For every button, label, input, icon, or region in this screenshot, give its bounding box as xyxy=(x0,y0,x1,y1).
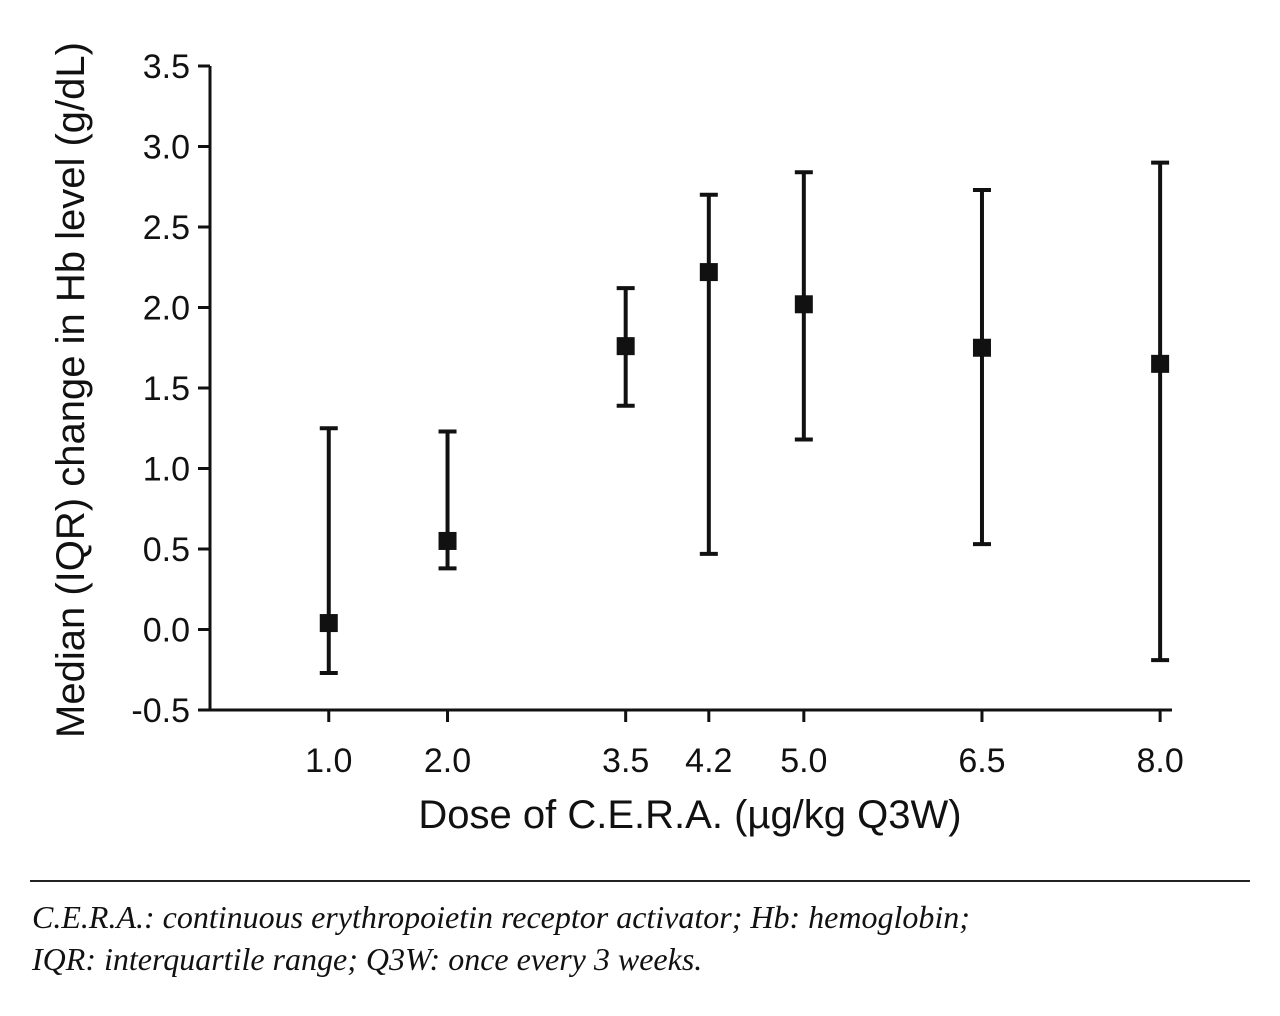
axes xyxy=(208,66,1172,712)
y-axis-label: Median (IQR) change in Hb level (g/dL) xyxy=(49,42,93,738)
footnote-line-2: IQR: interquartile range; Q3W: once ever… xyxy=(32,941,703,977)
median-marker xyxy=(1151,354,1170,373)
median-marker xyxy=(794,295,813,314)
y-tick-label: 1.0 xyxy=(143,451,190,489)
data-series xyxy=(319,160,1170,675)
data-point xyxy=(319,426,338,675)
data-point xyxy=(438,429,457,571)
y-tick-label: 3.0 xyxy=(143,129,190,167)
x-axis-label: Dose of C.E.R.A. (µg/kg Q3W) xyxy=(418,793,961,837)
y-tick-label: -0.5 xyxy=(131,692,190,730)
y-tick-label: 2.0 xyxy=(143,290,190,328)
y-tick-label: 3.5 xyxy=(143,48,190,86)
median-marker xyxy=(972,338,991,357)
x-tick-label: 3.5 xyxy=(602,742,649,780)
footnote-line-1: C.E.R.A.: continuous erythropoietin rece… xyxy=(32,899,970,935)
x-tick-label: 6.5 xyxy=(958,742,1005,780)
y-tick-label: 1.5 xyxy=(143,370,190,408)
data-point xyxy=(699,192,718,556)
y-axis-ticks: -0.5 0.0 0.5 1.0 1.5 2.0 2.5 3.0 3.5 xyxy=(131,48,210,730)
y-tick-label: 0.0 xyxy=(143,612,190,650)
x-tick-label: 1.0 xyxy=(305,742,352,780)
data-point xyxy=(794,170,813,442)
x-tick-label: 4.2 xyxy=(685,742,732,780)
y-tick-label: 0.5 xyxy=(143,531,190,569)
x-tick-label: 2.0 xyxy=(424,742,471,780)
x-tick-label: 5.0 xyxy=(780,742,827,780)
data-point xyxy=(616,286,635,408)
median-marker xyxy=(699,263,718,282)
median-marker xyxy=(319,614,338,633)
median-marker xyxy=(438,531,457,550)
y-tick-label: 2.5 xyxy=(143,209,190,247)
x-axis-ticks: 1.0 2.0 3.5 4.2 5.0 6.5 8.0 xyxy=(305,710,1184,780)
x-tick-label: 8.0 xyxy=(1136,742,1183,780)
footnote: C.E.R.A.: continuous erythropoietin rece… xyxy=(32,896,1252,980)
chart: -0.5 0.0 0.5 1.0 1.5 2.0 2.5 3.0 3.5 1.0 2.0 3.5 4.… xyxy=(49,42,1184,837)
data-point xyxy=(1151,160,1170,663)
footnote-divider xyxy=(30,880,1250,882)
median-marker xyxy=(616,337,635,356)
data-point xyxy=(972,187,991,547)
